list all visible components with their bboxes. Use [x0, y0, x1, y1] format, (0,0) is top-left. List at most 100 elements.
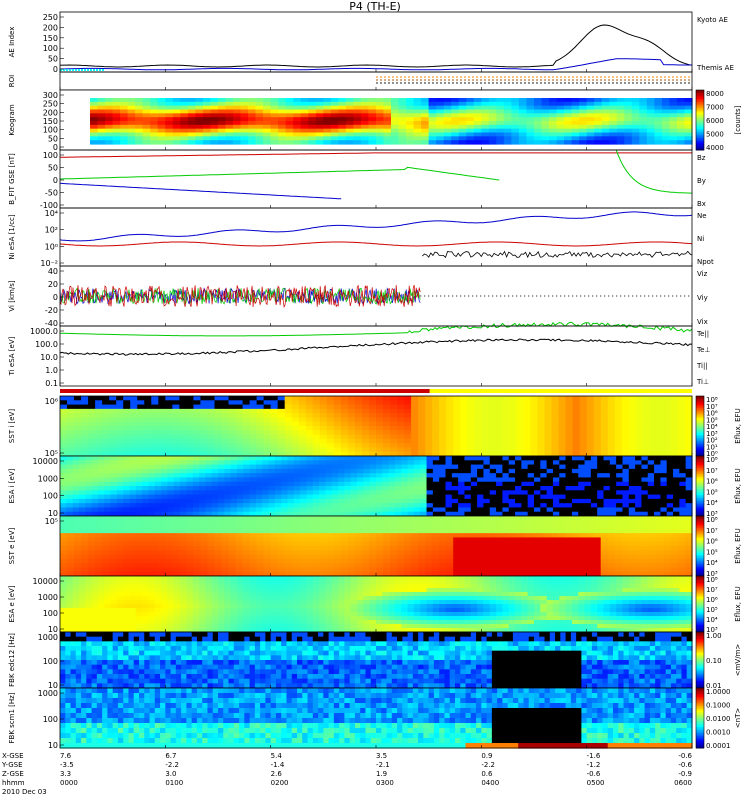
keogram-cell: [165, 121, 174, 126]
heatmap-cell: [368, 443, 377, 449]
heatmap-cell: [109, 438, 117, 444]
keogram-cell: [285, 98, 294, 103]
heatmap-cell: [368, 451, 377, 457]
heatmap-cell: [228, 404, 237, 410]
heatmap-cell: [211, 481, 219, 487]
heatmap-cell: [130, 528, 138, 534]
heatmap-cell: [74, 396, 82, 401]
keogram-cell: [488, 98, 497, 103]
heatmap-cell: [326, 451, 335, 457]
heatmap-cell: [383, 567, 391, 573]
heatmap-cell: [161, 511, 169, 517]
heatmap-cell: [123, 486, 131, 491]
heatmap-cell: [502, 460, 510, 466]
heatmap-cell: [305, 550, 314, 556]
heatmap-cell: [460, 408, 468, 414]
keogram-cell: [323, 140, 332, 145]
heatmap-cell: [262, 511, 270, 517]
colorbar-cell: [696, 99, 704, 101]
y-tick-label: 250: [43, 13, 58, 22]
heatmap-cell: [186, 494, 194, 500]
heatmap-cell: [464, 503, 472, 509]
heatmap-cell: [509, 571, 518, 577]
keogram-cell: [436, 105, 445, 111]
keogram-cell: [345, 105, 354, 111]
keogram-cell: [112, 136, 121, 141]
heatmap-cell: [523, 438, 532, 444]
heatmap-cell: [306, 498, 314, 504]
heatmap-cell: [256, 563, 265, 569]
heatmap-cell: [319, 511, 327, 517]
heatmap-cell: [616, 498, 624, 504]
keogram-cell: [353, 105, 362, 111]
heatmap-cell: [144, 516, 152, 521]
heatmap-cell: [72, 486, 80, 491]
heatmap-cell: [578, 456, 586, 461]
heatmap-cell: [483, 473, 491, 479]
heatmap-cell: [81, 413, 89, 419]
heatmap-cell: [496, 503, 503, 509]
heatmap-cell: [123, 520, 131, 526]
heatmap-cell: [426, 511, 434, 517]
heatmap-cell: [305, 563, 314, 569]
heatmap-cell: [116, 404, 124, 410]
heatmap-cell: [515, 503, 522, 509]
heatmap-cell: [137, 400, 145, 406]
heatmap-cell: [305, 404, 314, 410]
heatmap-cell: [270, 567, 279, 573]
heatmap-cell: [207, 413, 216, 419]
heatmap-cell: [502, 486, 510, 491]
heatmap-cell: [516, 421, 525, 427]
heatmap-cell: [382, 473, 390, 479]
heatmap-cell: [685, 460, 693, 466]
heatmap-cell: [262, 503, 270, 509]
heatmap-cell: [590, 507, 598, 513]
heatmap-cell: [277, 546, 286, 551]
heatmap-cell: [483, 503, 491, 509]
heatmap-cell: [571, 477, 579, 483]
heatmap-cell: [102, 516, 110, 521]
heatmap-cell: [193, 451, 202, 457]
heatmap-cell: [293, 481, 301, 487]
heatmap-cell: [344, 486, 352, 491]
heatmap-cell: [186, 434, 195, 440]
keogram-cell: [624, 109, 633, 114]
keogram-cell: [217, 101, 227, 107]
heatmap-cell: [477, 477, 485, 483]
heatmap-cell: [565, 524, 574, 530]
heatmap-cell: [426, 456, 434, 461]
heatmap-cell: [172, 434, 180, 440]
heatmap-cell: [361, 404, 370, 410]
heatmap-cell: [368, 554, 377, 560]
heatmap-cell: [193, 563, 202, 569]
keogram-cell: [120, 109, 129, 114]
heatmap-cell: [287, 486, 295, 491]
heatmap-cell: [544, 516, 553, 521]
heatmap-cell: [552, 490, 560, 496]
heatmap-cell: [186, 468, 194, 474]
heatmap-cell: [148, 486, 156, 491]
heatmap-cell: [540, 503, 548, 509]
heatmap-cell: [165, 546, 173, 551]
heatmap-cell: [495, 516, 503, 521]
heatmap-cell: [74, 417, 82, 423]
heatmap-cell: [609, 498, 617, 504]
heatmap-cell: [116, 477, 124, 483]
keogram-cell: [368, 98, 377, 103]
heatmap-cell: [123, 438, 131, 444]
keogram-cell: [112, 113, 121, 118]
heatmap-cell: [584, 473, 592, 479]
heatmap-cell: [453, 413, 461, 419]
keogram-cell: [624, 128, 633, 134]
keogram-cell: [511, 98, 520, 103]
keogram-cell: [654, 132, 663, 137]
heatmap-cell: [559, 477, 567, 483]
colorbar-cell: [696, 109, 704, 112]
heatmap-cell: [523, 541, 532, 547]
keogram-cell: [556, 113, 565, 118]
keogram-cell: [436, 140, 445, 145]
heatmap-cell: [172, 443, 180, 449]
keogram-cell: [383, 121, 392, 126]
heatmap-cell: [546, 494, 554, 500]
